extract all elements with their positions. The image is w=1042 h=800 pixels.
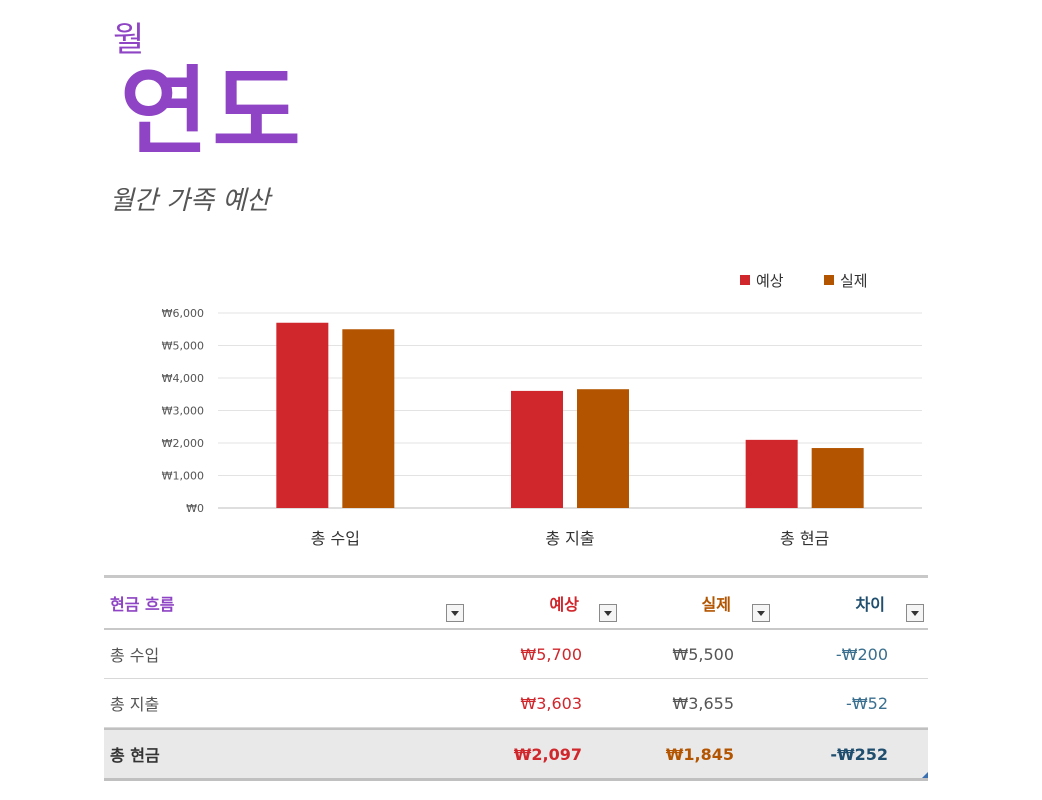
legend-swatch (740, 275, 750, 285)
x-tick-label: 총 현금 (780, 529, 829, 548)
budget-subtitle: 월간 가족 예산 (110, 186, 271, 216)
table-row[interactable]: 총 수입 ₩5,700 ₩5,500 -₩200 (104, 630, 928, 679)
month-label: 월 (113, 20, 145, 60)
row-label: 총 지출 (110, 695, 160, 714)
table-row[interactable]: 총 지출 ₩3,603 ₩3,655 -₩52 (104, 679, 928, 728)
cash-flow-table: 현금 흐름 예상 실제 차이 총 수입 ₩5,700 ₩5,500 -₩200 … (104, 575, 928, 781)
budget-chart: ₩0 ₩1,000 ₩2,000 ₩3,000 ₩4,000 ₩5,000 ₩6,000 총 … (162, 272, 922, 548)
expected-value: ₩5,700 (520, 644, 582, 664)
bar-expected (745, 439, 798, 508)
header-cash-flow: 현금 흐름 (110, 595, 175, 614)
y-tick-label: ₩6,000 (162, 307, 204, 320)
bar-actual (342, 329, 395, 508)
header-difference: 차이 (855, 595, 885, 614)
bar-expected (276, 322, 329, 508)
legend-swatch (824, 275, 834, 285)
total-difference-value: -₩252 (830, 744, 888, 764)
cash-flow-filter-dropdown[interactable] (446, 604, 464, 622)
total-row[interactable]: 총 현금 ₩2,097 ₩1,845 -₩252 (104, 728, 928, 781)
difference-value: -₩52 (846, 693, 888, 713)
bar-actual (811, 448, 864, 508)
y-tick-label: ₩2,000 (162, 437, 204, 450)
row-label: 총 수입 (110, 646, 160, 665)
bar-expected (511, 390, 563, 508)
expected-filter-dropdown[interactable] (599, 604, 617, 622)
difference-filter-dropdown[interactable] (906, 604, 924, 622)
actual-value: ₩5,500 (672, 644, 734, 664)
difference-value: -₩200 (835, 644, 888, 664)
expected-value: ₩3,603 (520, 693, 582, 713)
year-title: 연도 (120, 56, 305, 168)
y-tick-label: ₩0 (186, 502, 204, 515)
table-resize-handle[interactable] (922, 772, 928, 778)
legend-label: 실제 (840, 272, 868, 290)
bar-actual (577, 389, 629, 508)
legend-label: 예상 (756, 272, 784, 290)
actual-filter-dropdown[interactable] (752, 604, 770, 622)
y-tick-label: ₩5,000 (162, 340, 204, 353)
x-tick-label: 총 수입 (311, 529, 360, 548)
y-tick-label: ₩3,000 (162, 405, 204, 418)
x-tick-label: 총 지출 (545, 529, 594, 548)
total-label: 총 현금 (110, 746, 160, 765)
header-expected: 예상 (549, 595, 579, 614)
total-actual-value: ₩1,845 (665, 744, 734, 764)
y-tick-label: ₩4,000 (162, 372, 204, 385)
total-expected-value: ₩2,097 (513, 744, 582, 764)
header-actual: 실제 (701, 595, 731, 614)
table-header: 현금 흐름 예상 실제 차이 (104, 575, 928, 630)
y-tick-label: ₩1,000 (162, 470, 204, 483)
actual-value: ₩3,655 (672, 693, 734, 713)
